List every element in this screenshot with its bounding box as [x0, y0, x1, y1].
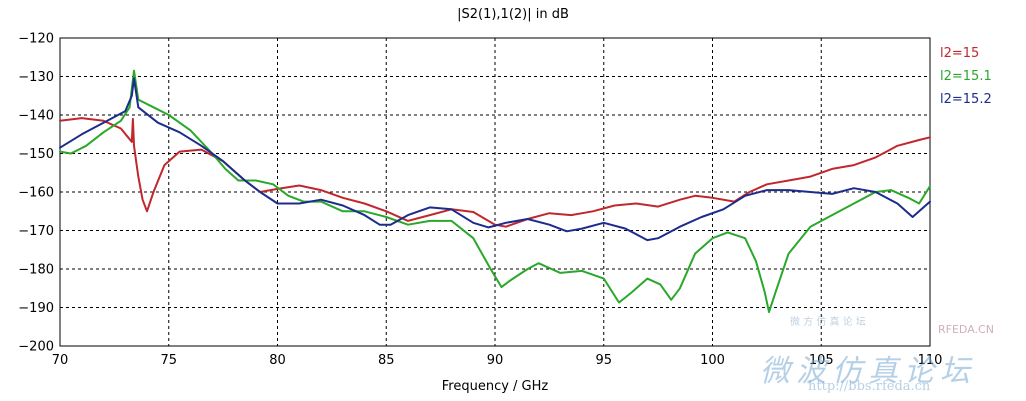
x-tick-label: 90 [487, 353, 504, 368]
x-tick-label: 110 [918, 353, 943, 368]
legend-entry-l2-15-1: l2=15.1 [940, 69, 992, 84]
y-tick-label: −200 [18, 340, 54, 355]
x-tick-label: 100 [700, 353, 725, 368]
watermark-logo: RFEDA.CN [938, 323, 994, 336]
legend-entry-l2-15-2: l2=15.2 [940, 92, 992, 107]
tick-labels: 70 75 80 85 90 95 100 105 110 −120 −130 −140 −150 −16… [18, 32, 942, 369]
x-tick-label: 70 [52, 353, 69, 368]
y-tick-label: −150 [18, 147, 54, 162]
y-tick-label: −190 [18, 301, 54, 316]
series-lines [59, 69, 931, 314]
series-line-0 [59, 117, 931, 228]
y-tick-label: −160 [18, 186, 54, 201]
y-tick-label: −120 [18, 32, 54, 47]
chart-title: |S2(1),1(2)| in dB [457, 7, 569, 22]
grid [60, 38, 930, 346]
legend: l2=15 l2=15.1 l2=15.2 [940, 42, 992, 111]
x-axis-label: Frequency / GHz [441, 379, 549, 394]
y-tick-label: −140 [18, 109, 54, 124]
series-line-1 [59, 69, 931, 314]
x-tick-label: 75 [160, 353, 177, 368]
x-tick-label: 95 [595, 353, 612, 368]
y-tick-label: −180 [18, 263, 54, 278]
x-tick-label: 80 [269, 353, 286, 368]
watermark-url: http://bbs.rfeda.cn [808, 379, 931, 394]
x-tick-label: 105 [809, 353, 834, 368]
x-tick-label: 85 [378, 353, 395, 368]
watermark-graphic: 微 方 仿 真 论 坛 [790, 317, 866, 328]
series-line-2 [59, 77, 931, 242]
y-tick-label: −170 [18, 224, 54, 239]
y-tick-label: −130 [18, 70, 54, 85]
watermark-text: 微波仿真论坛 [760, 354, 976, 389]
legend-entry-l2-15: l2=15 [940, 46, 980, 61]
